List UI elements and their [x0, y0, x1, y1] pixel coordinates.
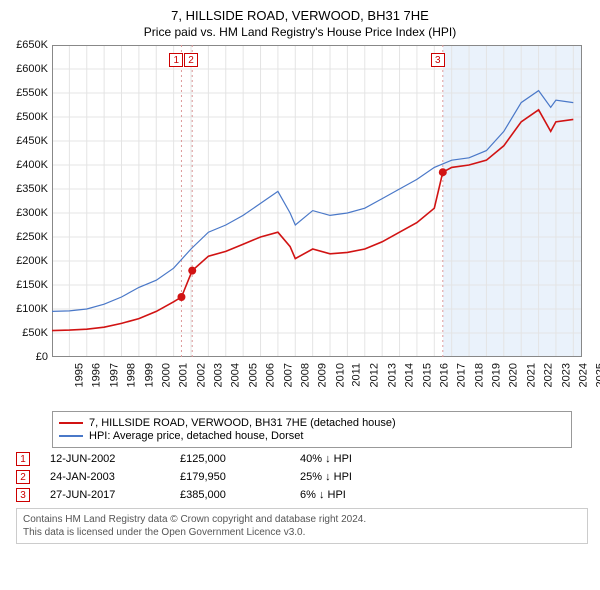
y-tick-label: £250K: [8, 231, 48, 243]
sale-date: 12-JUN-2002: [50, 453, 160, 465]
x-tick-label: 2004: [230, 363, 242, 387]
y-tick-label: £400K: [8, 159, 48, 171]
x-tick-label: 2011: [351, 363, 363, 387]
sale-price: £385,000: [180, 489, 280, 501]
y-tick-label: £300K: [8, 207, 48, 219]
y-tick-label: £450K: [8, 135, 48, 147]
footer-line1: Contains HM Land Registry data © Crown c…: [23, 513, 581, 526]
legend-swatch: [59, 422, 83, 424]
page-subtitle: Price paid vs. HM Land Registry's House …: [8, 25, 592, 39]
x-tick-label: 2005: [247, 363, 259, 387]
y-tick-label: £50K: [8, 327, 48, 339]
x-tick-label: 2000: [160, 363, 172, 387]
x-tick-label: 1996: [91, 363, 103, 387]
legend-label: 7, HILLSIDE ROAD, VERWOOD, BH31 7HE (det…: [89, 417, 396, 429]
x-tick-label: 2020: [508, 363, 520, 387]
chart-marker: 2: [184, 53, 198, 67]
legend-swatch: [59, 435, 83, 437]
chart-marker: 1: [169, 53, 183, 67]
sale-delta: 25% ↓ HPI: [300, 471, 390, 483]
x-tick-label: 2024: [577, 363, 589, 387]
sales-table: 1 12-JUN-2002 £125,000 40% ↓ HPI 2 24-JAN-200…: [16, 452, 592, 502]
x-tick-label: 1998: [126, 363, 138, 387]
page-title: 7, HILLSIDE ROAD, VERWOOD, BH31 7HE: [8, 8, 592, 23]
x-tick-label: 1995: [73, 363, 85, 387]
chart-marker: 3: [431, 53, 445, 67]
sale-price: £125,000: [180, 453, 280, 465]
x-tick-label: 2008: [299, 363, 311, 387]
x-tick-label: 2014: [404, 363, 416, 387]
x-tick-label: 2015: [421, 363, 433, 387]
legend: 7, HILLSIDE ROAD, VERWOOD, BH31 7HE (det…: [52, 411, 572, 448]
x-tick-label: 2018: [473, 363, 485, 387]
y-tick-label: £600K: [8, 63, 48, 75]
x-tick-label: 2007: [282, 363, 294, 387]
sale-marker: 3: [16, 488, 30, 502]
x-tick-label: 1997: [108, 363, 120, 387]
legend-label: HPI: Average price, detached house, Dors…: [89, 430, 303, 442]
x-tick-label: 2019: [491, 363, 503, 387]
y-tick-label: £100K: [8, 303, 48, 315]
y-tick-label: £650K: [8, 39, 48, 51]
x-tick-label: 2009: [317, 363, 329, 387]
footer-line2: This data is licensed under the Open Gov…: [23, 526, 581, 539]
sale-row: 3 27-JUN-2017 £385,000 6% ↓ HPI: [16, 488, 592, 502]
footer-licence: Contains HM Land Registry data © Crown c…: [16, 508, 588, 544]
sale-marker: 1: [16, 452, 30, 466]
x-tick-label: 2022: [543, 363, 555, 387]
sale-delta: 40% ↓ HPI: [300, 453, 390, 465]
sale-date: 24-JAN-2003: [50, 471, 160, 483]
x-tick-label: 2017: [456, 363, 468, 387]
sale-row: 2 24-JAN-2003 £179,950 25% ↓ HPI: [16, 470, 592, 484]
x-tick-label: 2013: [386, 363, 398, 387]
y-tick-label: £500K: [8, 111, 48, 123]
x-tick-label: 1999: [143, 363, 155, 387]
legend-item: 7, HILLSIDE ROAD, VERWOOD, BH31 7HE (det…: [59, 417, 565, 429]
sale-date: 27-JUN-2017: [50, 489, 160, 501]
y-tick-label: £150K: [8, 279, 48, 291]
x-tick-label: 2003: [213, 363, 225, 387]
x-tick-label: 2016: [438, 363, 450, 387]
sale-delta: 6% ↓ HPI: [300, 489, 390, 501]
x-tick-label: 2002: [195, 363, 207, 387]
x-tick-label: 2006: [265, 363, 277, 387]
y-tick-label: £550K: [8, 87, 48, 99]
y-tick-label: £200K: [8, 255, 48, 267]
x-tick-label: 2010: [334, 363, 346, 387]
sale-marker: 2: [16, 470, 30, 484]
x-tick-label: 2025: [595, 363, 600, 387]
chart: £0 £50K £100K £150K £200K £250K £300K £350K £400…: [8, 45, 592, 405]
x-tick-label: 2021: [525, 363, 537, 387]
x-tick-label: 2012: [369, 363, 381, 387]
legend-item: HPI: Average price, detached house, Dors…: [59, 430, 565, 442]
y-tick-label: £350K: [8, 183, 48, 195]
chart-svg: [52, 45, 582, 357]
y-tick-label: £0: [8, 351, 48, 363]
x-tick-label: 2023: [560, 363, 572, 387]
sale-row: 1 12-JUN-2002 £125,000 40% ↓ HPI: [16, 452, 592, 466]
sale-point: [177, 293, 185, 301]
sale-point: [439, 168, 447, 176]
sale-point: [188, 267, 196, 275]
x-tick-label: 2001: [178, 363, 190, 387]
sale-price: £179,950: [180, 471, 280, 483]
